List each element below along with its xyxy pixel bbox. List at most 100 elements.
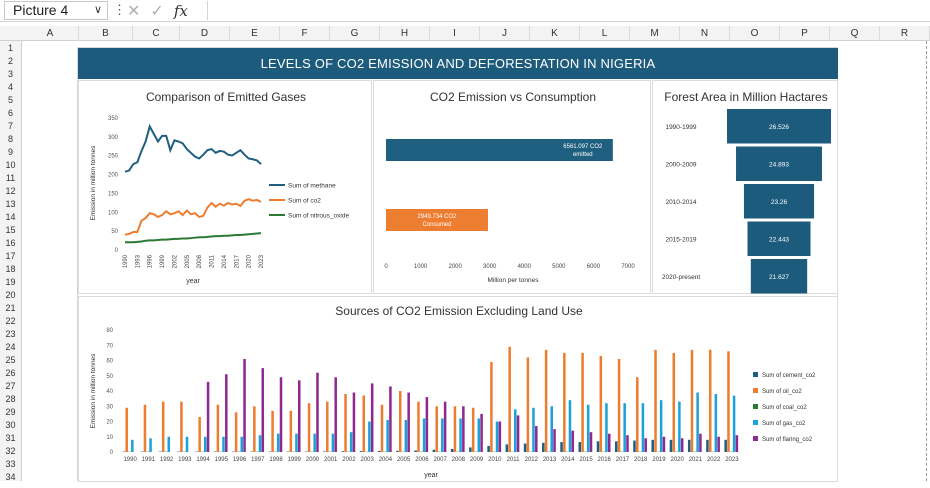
- column-bar: [290, 411, 293, 452]
- column-header-d[interactable]: D: [180, 26, 230, 41]
- x-tick-label: 1993: [178, 457, 192, 463]
- column-bar: [644, 438, 647, 452]
- funnel-category-label: 1990-1999: [665, 124, 696, 131]
- co2-sources-panel: Sources of CO2 Emission Excluding Land U…: [78, 296, 838, 482]
- column-bar: [733, 396, 736, 452]
- column-bar: [727, 351, 730, 452]
- column-header-p[interactable]: P: [780, 26, 830, 41]
- cancel-icon[interactable]: ✕: [127, 1, 140, 21]
- row-header-28[interactable]: 28: [0, 394, 21, 404]
- x-tick-label: 2015: [579, 457, 593, 463]
- x-tick-label: 1995: [215, 457, 229, 463]
- formula-input[interactable]: [207, 1, 929, 20]
- y-tick-label: 300: [108, 135, 119, 141]
- column-header-f[interactable]: F: [280, 26, 330, 41]
- column-bar: [378, 451, 381, 452]
- column-bar: [399, 391, 402, 452]
- row-header-32[interactable]: 32: [0, 446, 21, 456]
- row-header-21[interactable]: 21: [0, 303, 21, 313]
- column-bar: [709, 350, 712, 452]
- row-header-26[interactable]: 26: [0, 368, 21, 378]
- x-tick-label: 2019: [652, 457, 666, 463]
- column-bar: [579, 442, 582, 452]
- column-header-q[interactable]: Q: [830, 26, 880, 41]
- column-bar: [417, 402, 420, 452]
- row-header-29[interactable]: 29: [0, 407, 21, 417]
- row-header-9[interactable]: 9: [0, 147, 21, 157]
- row-header-17[interactable]: 17: [0, 251, 21, 261]
- column-bar: [487, 446, 490, 452]
- row-header-31[interactable]: 31: [0, 433, 21, 443]
- legend-label: Sum of cement_co2: [762, 373, 816, 379]
- row-header-13[interactable]: 13: [0, 199, 21, 209]
- row-header-1[interactable]: 1: [0, 43, 21, 53]
- row-header-15[interactable]: 15: [0, 225, 21, 235]
- column-bar: [423, 418, 426, 452]
- x-tick-label: 2000: [448, 264, 462, 270]
- row-header-8[interactable]: 8: [0, 134, 21, 144]
- column-bar: [217, 405, 220, 452]
- row-header-24[interactable]: 24: [0, 342, 21, 352]
- row-header-25[interactable]: 25: [0, 355, 21, 365]
- x-tick-label: 1992: [160, 457, 174, 463]
- column-header-e[interactable]: E: [230, 26, 280, 41]
- insert-function-icon[interactable]: fx: [174, 2, 188, 20]
- chevron-down-icon[interactable]: ∨: [94, 2, 102, 19]
- row-header-19[interactable]: 19: [0, 277, 21, 287]
- column-bar: [572, 431, 575, 452]
- row-header-20[interactable]: 20: [0, 290, 21, 300]
- column-bar: [389, 386, 392, 452]
- column-header-o[interactable]: O: [730, 26, 780, 41]
- column-bar: [149, 438, 152, 452]
- dashboard-picture[interactable]: LEVELS OF CO2 EMISSION AND DEFORESTATION…: [77, 47, 838, 481]
- row-header-6[interactable]: 6: [0, 108, 21, 118]
- column-header-m[interactable]: M: [630, 26, 680, 41]
- column-header-g[interactable]: G: [330, 26, 380, 41]
- row-header-10[interactable]: 10: [0, 160, 21, 170]
- column-bar: [524, 444, 527, 452]
- column-bar: [527, 357, 530, 452]
- column-header-a[interactable]: A: [22, 26, 79, 41]
- column-bar: [618, 359, 621, 452]
- column-header-j[interactable]: J: [480, 26, 530, 41]
- column-bar: [353, 393, 356, 452]
- column-header-r[interactable]: R: [880, 26, 930, 41]
- row-header-27[interactable]: 27: [0, 381, 21, 391]
- row-header-11[interactable]: 11: [0, 173, 21, 183]
- x-tick-label: 2023: [725, 457, 739, 463]
- row-header-7[interactable]: 7: [0, 121, 21, 131]
- more-options-icon[interactable]: ⋮: [113, 2, 126, 18]
- column-header-n[interactable]: N: [680, 26, 730, 41]
- column-header-b[interactable]: B: [79, 26, 133, 41]
- row-header-30[interactable]: 30: [0, 420, 21, 430]
- x-tick-label: 2005: [185, 254, 191, 268]
- column-header-i[interactable]: I: [430, 26, 480, 41]
- row-header-4[interactable]: 4: [0, 82, 21, 92]
- row-header-16[interactable]: 16: [0, 238, 21, 248]
- column-header-k[interactable]: K: [530, 26, 580, 41]
- row-header-22[interactable]: 22: [0, 316, 21, 326]
- column-bar: [462, 406, 465, 452]
- row-header-12[interactable]: 12: [0, 186, 21, 196]
- row-header-33[interactable]: 33: [0, 459, 21, 469]
- column-header-c[interactable]: C: [133, 26, 180, 41]
- row-header-2[interactable]: 2: [0, 56, 21, 66]
- column-bar: [381, 405, 384, 452]
- row-header-23[interactable]: 23: [0, 329, 21, 339]
- column-header-h[interactable]: H: [380, 26, 430, 41]
- column-bar: [168, 437, 171, 452]
- enter-icon[interactable]: ✓: [150, 1, 163, 21]
- name-box[interactable]: Picture 4 ∨: [4, 1, 108, 20]
- row-header-3[interactable]: 3: [0, 69, 21, 79]
- row-header-18[interactable]: 18: [0, 264, 21, 274]
- column-bar: [441, 418, 444, 452]
- column-bar: [180, 402, 183, 452]
- column-header-l[interactable]: L: [580, 26, 630, 41]
- column-bar: [590, 432, 593, 452]
- row-header-14[interactable]: 14: [0, 212, 21, 222]
- column-bar: [295, 434, 298, 452]
- column-bar: [480, 414, 483, 452]
- column-bar: [271, 411, 274, 452]
- row-header-5[interactable]: 5: [0, 95, 21, 105]
